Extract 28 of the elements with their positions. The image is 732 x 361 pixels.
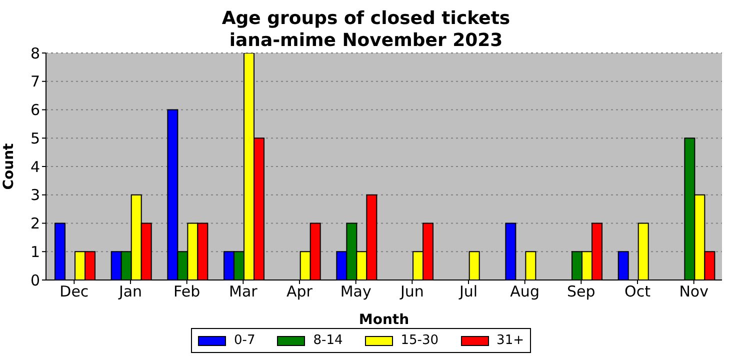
- x-tick-label: Apr: [286, 282, 314, 301]
- y-tick-label: 1: [30, 242, 40, 261]
- legend-label: 8-14: [313, 333, 343, 348]
- x-tick-label: Aug: [510, 282, 540, 301]
- legend-label: 31+: [496, 333, 524, 348]
- chart-title: Age groups of closed tickets iana-mime November 2023: [220, 8, 512, 51]
- y-tick-label: 6: [30, 101, 40, 120]
- x-tick-label: Nov: [679, 282, 709, 301]
- x-tick-label: Jun: [399, 282, 424, 301]
- x-tick-label: Oct: [624, 282, 651, 301]
- y-tick-label: 3: [30, 186, 40, 204]
- x-tick-label: May: [340, 282, 372, 301]
- x-tick-label: Jan: [118, 282, 142, 301]
- y-axis-title: Count: [0, 142, 17, 190]
- y-tick-label: 8: [30, 44, 40, 62]
- y-tick-label: 4: [30, 158, 40, 176]
- legend-label: 0-7: [234, 333, 256, 348]
- x-tick-label: Feb: [174, 282, 200, 301]
- x-tick-label: Mar: [229, 282, 258, 301]
- x-tick-label: Sep: [567, 282, 596, 301]
- y-tick-label: 2: [30, 214, 40, 233]
- legend-label: 15-30: [400, 333, 439, 348]
- y-tick-label: 5: [30, 129, 40, 148]
- y-tick-label: 7: [30, 72, 40, 91]
- y-tick-label: 0: [30, 271, 40, 290]
- x-axis-title: Month: [358, 312, 410, 328]
- x-tick-label: Jul: [458, 282, 478, 301]
- x-tick-label: Dec: [60, 282, 89, 301]
